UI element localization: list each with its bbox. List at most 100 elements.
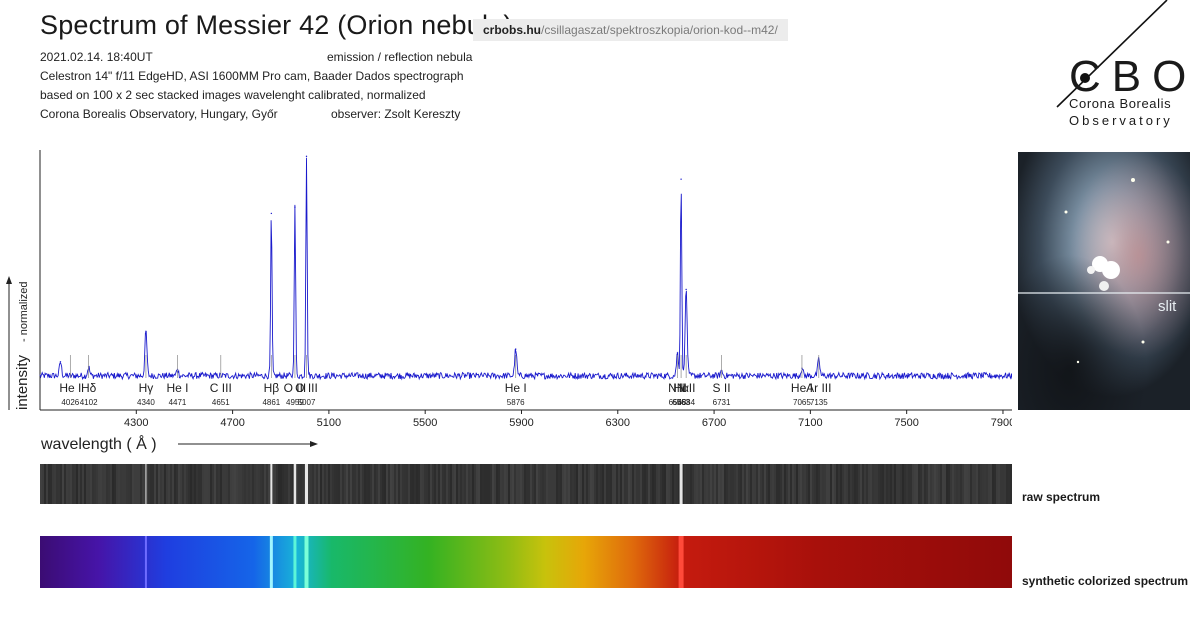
raw-noise xyxy=(854,464,856,504)
raw-noise xyxy=(912,464,914,504)
line-wavelength-5: 4861 xyxy=(262,398,280,407)
raw-noise xyxy=(446,464,448,504)
raw-noise xyxy=(278,464,280,504)
raw-noise xyxy=(858,464,860,504)
raw-noise xyxy=(992,464,994,504)
raw-noise xyxy=(460,464,462,504)
raw-noise xyxy=(542,464,544,504)
line-label-8: He I xyxy=(505,381,527,395)
emission-peak-6 xyxy=(306,156,307,157)
raw-noise xyxy=(478,464,480,504)
raw-noise xyxy=(886,464,888,504)
raw-noise xyxy=(752,464,754,504)
raw-noise xyxy=(898,464,900,504)
raw-noise xyxy=(158,464,160,504)
raw-noise xyxy=(114,464,116,504)
raw-noise xyxy=(98,464,100,504)
raw-noise xyxy=(608,464,610,504)
raw-noise xyxy=(76,464,78,504)
raw-noise xyxy=(426,464,428,504)
raw-noise xyxy=(796,464,798,504)
raw-noise xyxy=(970,464,972,504)
raw-noise xyxy=(130,464,132,504)
raw-noise xyxy=(804,464,806,504)
synthetic-spectrum-image xyxy=(40,536,1012,588)
raw-noise xyxy=(688,464,690,504)
raw-noise xyxy=(976,464,978,504)
raw-noise xyxy=(690,464,692,504)
raw-noise xyxy=(792,464,794,504)
raw-noise xyxy=(560,464,562,504)
line-label-2: Hγ xyxy=(139,381,154,395)
raw-noise xyxy=(754,464,756,504)
raw-noise xyxy=(990,464,992,504)
raw-noise xyxy=(852,464,854,504)
raw-noise xyxy=(606,464,608,504)
raw-noise xyxy=(578,464,580,504)
raw-noise xyxy=(880,464,882,504)
raw-noise xyxy=(390,464,392,504)
x-tick-label-6: 6700 xyxy=(702,417,726,429)
raw-noise xyxy=(718,464,720,504)
raw-noise xyxy=(860,464,862,504)
raw-noise xyxy=(824,464,826,504)
raw-noise xyxy=(206,464,208,504)
raw-noise xyxy=(908,464,910,504)
raw-noise xyxy=(968,464,970,504)
raw-noise xyxy=(384,464,386,504)
raw-noise xyxy=(918,464,920,504)
raw-noise xyxy=(696,464,698,504)
raw-noise xyxy=(532,464,534,504)
raw-noise xyxy=(748,464,750,504)
raw-noise xyxy=(822,464,824,504)
raw-noise xyxy=(890,464,892,504)
raw-noise xyxy=(142,464,144,504)
raw-noise xyxy=(172,464,174,504)
emission-peak-10 xyxy=(685,289,686,290)
raw-noise xyxy=(422,464,424,504)
raw-noise xyxy=(694,464,696,504)
raw-noise xyxy=(722,464,724,504)
raw-noise xyxy=(70,464,72,504)
x-tick-label-1: 4700 xyxy=(220,417,244,429)
raw-noise xyxy=(922,464,924,504)
synthetic-emission-line-4 xyxy=(145,536,147,588)
raw-noise xyxy=(256,464,258,504)
raw-noise xyxy=(48,464,50,504)
raw-noise xyxy=(984,464,986,504)
raw-noise xyxy=(358,464,360,504)
raw-noise xyxy=(338,464,340,504)
raw-noise xyxy=(826,464,828,504)
raw-noise xyxy=(630,464,632,504)
raw-noise xyxy=(642,464,644,504)
raw-noise xyxy=(352,464,354,504)
raw-noise xyxy=(866,464,868,504)
raw-noise xyxy=(250,464,252,504)
raw-noise xyxy=(954,464,956,504)
raw-noise xyxy=(818,464,820,504)
raw-noise xyxy=(470,464,472,504)
raw-noise xyxy=(412,464,414,504)
raw-noise xyxy=(664,464,666,504)
raw-noise xyxy=(660,464,662,504)
raw-noise xyxy=(848,464,850,504)
emission-line-labels: He I4026Hδ4102Hγ4340He I4471C III4651Hβ4… xyxy=(59,355,831,407)
raw-noise xyxy=(552,464,554,504)
raw-emission-line-4 xyxy=(145,464,146,504)
raw-noise xyxy=(932,464,934,504)
raw-noise xyxy=(350,464,352,504)
raw-noise xyxy=(778,464,780,504)
raw-noise xyxy=(90,464,92,504)
raw-noise xyxy=(52,464,54,504)
raw-noise xyxy=(870,464,872,504)
raw-noise xyxy=(750,464,752,504)
raw-noise xyxy=(190,464,192,504)
raw-noise xyxy=(594,464,596,504)
raw-noise xyxy=(242,464,244,504)
raw-noise xyxy=(484,464,486,504)
raw-noise xyxy=(186,464,188,504)
raw-noise xyxy=(198,464,200,504)
line-label-4: C III xyxy=(210,381,232,395)
raw-noise xyxy=(558,464,560,504)
raw-noise xyxy=(714,464,716,504)
